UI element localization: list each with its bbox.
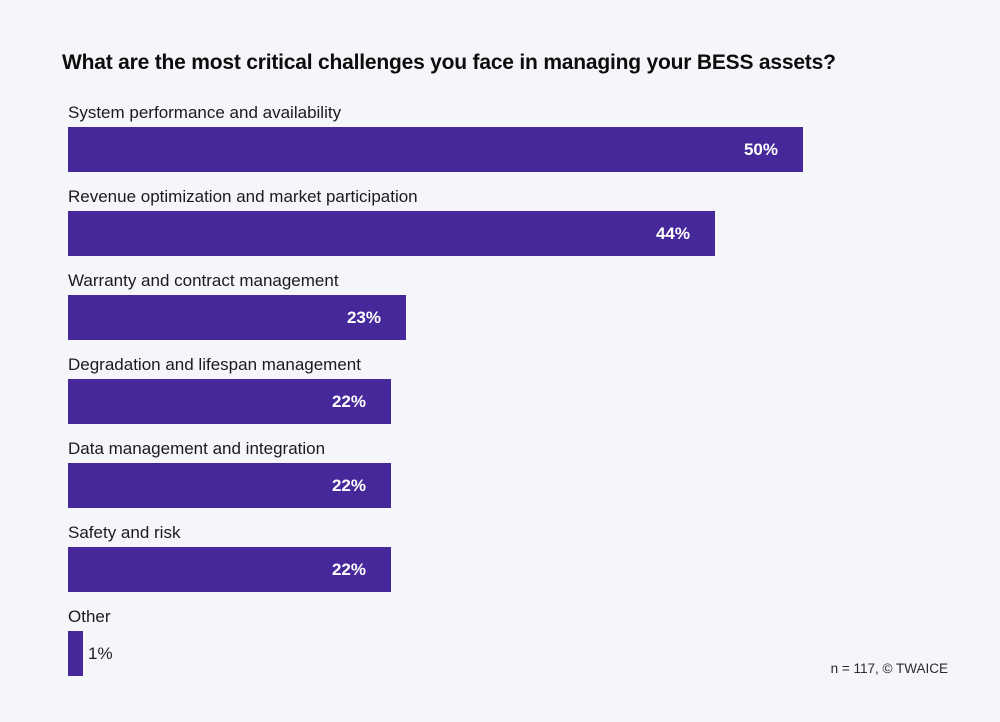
bar: 50% <box>68 127 803 172</box>
bar-value-label: 22% <box>331 559 366 579</box>
bar-group: Other 1% <box>68 606 1000 676</box>
bar: 22% <box>68 547 391 592</box>
bar-category-label: Other <box>68 607 111 626</box>
bar-category-label: Warranty and contract management <box>68 271 339 290</box>
bar-category-label: Degradation and lifespan management <box>68 355 361 374</box>
bar-row: 1% <box>68 631 1000 676</box>
bar-category-label: System performance and availability <box>68 103 342 122</box>
bar-row: 44% <box>68 211 1000 256</box>
bar-group: Degradation and lifespan management 22% <box>68 354 1000 424</box>
bar: 22% <box>68 463 391 508</box>
bar-row: 50% <box>68 127 1000 172</box>
bar-category-label: Data management and integration <box>68 439 326 458</box>
bar-row: 22% <box>68 463 1000 508</box>
bar: 22% <box>68 379 391 424</box>
chart-title: What are the most critical challenges yo… <box>62 51 836 74</box>
bar-group: Warranty and contract management 23% <box>68 270 1000 340</box>
bar-row: 23% <box>68 295 1000 340</box>
bar-value-label: 50% <box>743 139 778 159</box>
bar-value-label: 22% <box>331 475 366 495</box>
bar-chart: System performance and availability 50% … <box>68 102 1000 676</box>
bar-group: Revenue optimization and market particip… <box>68 186 1000 256</box>
bar-group: Safety and risk 22% <box>68 522 1000 592</box>
bar-value-label: 23% <box>346 307 381 327</box>
sample-size-footnote: n = 117, © TWAICE <box>830 661 948 676</box>
bar-category-label: Revenue optimization and market particip… <box>68 187 418 206</box>
bar-value-label: 44% <box>655 223 690 243</box>
bar: 44% <box>68 211 715 256</box>
bar-group: System performance and availability 50% <box>68 102 1000 172</box>
bar-row: 22% <box>68 379 1000 424</box>
bar <box>68 631 83 676</box>
bar-category-label: Safety and risk <box>68 523 181 542</box>
bar-group: Data management and integration 22% <box>68 438 1000 508</box>
bar-value-label: 22% <box>331 391 366 411</box>
bar-value-label: 1% <box>88 643 113 663</box>
bar-row: 22% <box>68 547 1000 592</box>
bar: 23% <box>68 295 406 340</box>
